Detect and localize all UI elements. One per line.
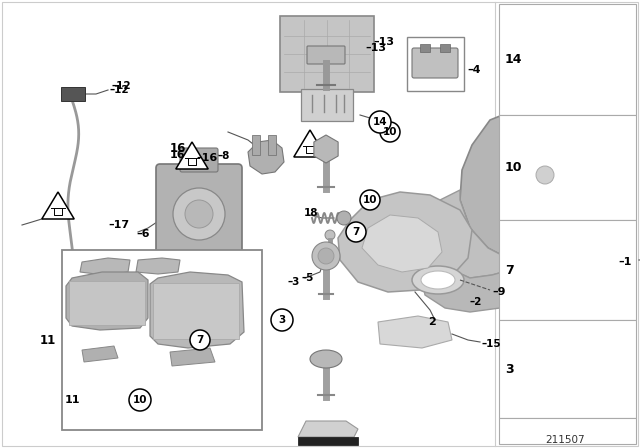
Polygon shape: [82, 346, 118, 362]
Polygon shape: [150, 272, 244, 348]
Polygon shape: [294, 130, 326, 157]
Polygon shape: [136, 258, 180, 274]
FancyBboxPatch shape: [62, 250, 262, 430]
Text: –12: –12: [112, 81, 132, 91]
Ellipse shape: [421, 271, 455, 289]
Text: 7: 7: [352, 227, 360, 237]
Circle shape: [318, 248, 334, 264]
FancyBboxPatch shape: [412, 48, 458, 78]
Text: –4: –4: [467, 65, 481, 75]
FancyBboxPatch shape: [407, 37, 464, 91]
Ellipse shape: [310, 350, 342, 368]
Circle shape: [271, 309, 293, 331]
Text: 10: 10: [132, 395, 147, 405]
Circle shape: [190, 330, 210, 350]
Text: 3: 3: [278, 315, 285, 325]
Text: –17: –17: [108, 220, 129, 230]
Circle shape: [173, 188, 225, 240]
FancyBboxPatch shape: [499, 418, 636, 444]
FancyBboxPatch shape: [280, 16, 374, 92]
Circle shape: [325, 230, 335, 240]
FancyBboxPatch shape: [268, 135, 276, 155]
Polygon shape: [460, 105, 630, 268]
FancyBboxPatch shape: [307, 46, 345, 64]
Circle shape: [369, 111, 391, 133]
Text: 14: 14: [372, 117, 387, 127]
Text: 16: 16: [170, 142, 186, 155]
Polygon shape: [170, 348, 215, 366]
Text: 18: 18: [304, 208, 319, 218]
Text: –13: –13: [373, 37, 394, 47]
Ellipse shape: [412, 266, 464, 294]
Text: –6: –6: [136, 229, 150, 239]
Text: 7: 7: [505, 263, 514, 276]
FancyBboxPatch shape: [301, 89, 353, 121]
Text: 11: 11: [65, 395, 81, 405]
Text: –8: –8: [218, 151, 230, 161]
Polygon shape: [362, 215, 442, 272]
FancyBboxPatch shape: [69, 281, 145, 325]
Polygon shape: [420, 248, 548, 312]
FancyBboxPatch shape: [298, 437, 358, 445]
Text: 3: 3: [505, 362, 514, 375]
Polygon shape: [66, 272, 148, 330]
Polygon shape: [248, 140, 284, 174]
Text: 10: 10: [363, 195, 377, 205]
FancyBboxPatch shape: [499, 320, 636, 418]
FancyBboxPatch shape: [156, 164, 242, 264]
Text: –12: –12: [110, 85, 130, 95]
Polygon shape: [428, 190, 548, 278]
Text: –15: –15: [482, 339, 502, 349]
FancyBboxPatch shape: [153, 283, 239, 339]
Circle shape: [337, 211, 351, 225]
FancyBboxPatch shape: [180, 148, 218, 172]
Polygon shape: [298, 421, 358, 437]
Text: –2: –2: [470, 297, 483, 307]
FancyBboxPatch shape: [61, 87, 85, 101]
Circle shape: [380, 122, 400, 142]
Polygon shape: [378, 316, 452, 348]
Text: 14: 14: [505, 52, 522, 65]
Text: 10: 10: [505, 160, 522, 173]
Text: 211507: 211507: [545, 435, 585, 445]
Circle shape: [185, 200, 213, 228]
Text: –1: –1: [618, 257, 632, 267]
Text: 7: 7: [196, 335, 204, 345]
Text: 11: 11: [40, 333, 56, 346]
Circle shape: [312, 242, 340, 270]
Text: –5: –5: [302, 273, 314, 283]
Text: –16: –16: [196, 153, 218, 163]
Polygon shape: [80, 258, 130, 275]
FancyBboxPatch shape: [440, 44, 450, 52]
Ellipse shape: [510, 140, 580, 210]
Ellipse shape: [523, 153, 567, 197]
FancyBboxPatch shape: [499, 115, 636, 220]
FancyBboxPatch shape: [499, 220, 636, 320]
FancyBboxPatch shape: [499, 4, 636, 115]
Polygon shape: [314, 135, 338, 163]
Polygon shape: [42, 192, 74, 219]
Polygon shape: [176, 142, 208, 169]
Circle shape: [346, 222, 366, 242]
FancyBboxPatch shape: [252, 135, 260, 155]
Text: –13: –13: [365, 43, 386, 53]
Text: 10: 10: [383, 127, 397, 137]
Polygon shape: [338, 192, 472, 292]
Text: –9: –9: [492, 287, 506, 297]
Circle shape: [360, 190, 380, 210]
FancyBboxPatch shape: [322, 255, 338, 263]
FancyBboxPatch shape: [420, 44, 430, 52]
Circle shape: [129, 389, 151, 411]
Text: 2: 2: [428, 317, 436, 327]
Text: –3: –3: [287, 277, 300, 287]
Text: 16: 16: [170, 150, 186, 160]
Ellipse shape: [536, 166, 554, 184]
